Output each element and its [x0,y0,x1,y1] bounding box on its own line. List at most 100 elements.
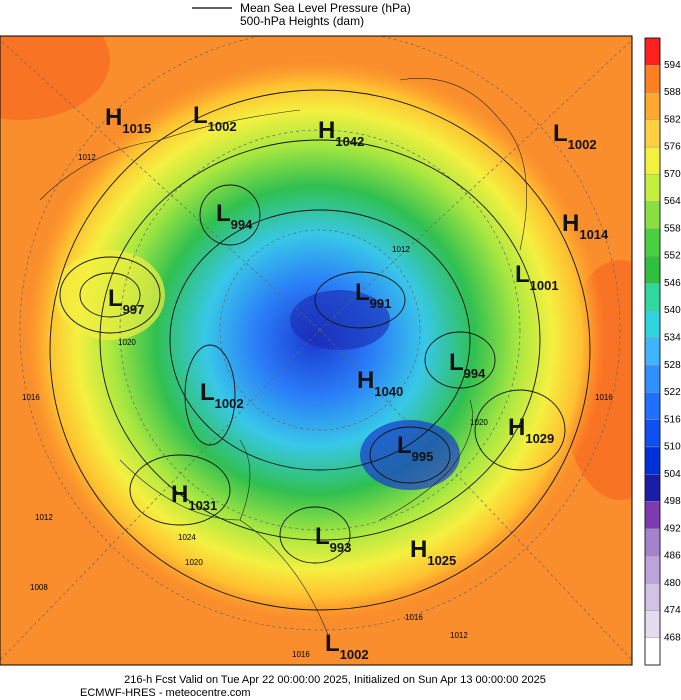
center-type: H [318,117,335,144]
center-type: H [357,367,374,394]
pressure-center: H1014 [562,210,609,242]
pressure-center: L1002 [325,630,369,662]
colorbar-swatch [644,446,661,475]
isobar-label: 1012 [78,153,96,162]
colorbar-swatch [644,228,661,257]
pressure-center: L994 [216,200,253,232]
center-value: 997 [123,302,145,317]
colorbar-swatch [644,92,661,120]
center-value: 991 [370,296,392,311]
colorbar-swatch [644,146,661,175]
isobar-label: 1012 [392,245,410,254]
legend-height: 500-hPa Heights (dam) [240,14,364,28]
pressure-center: L995 [397,432,433,464]
isobar-label: 1020 [470,418,488,427]
center-type: L [193,102,208,129]
pressure-center: L994 [449,349,486,381]
pressure-center: L1002 [200,379,244,411]
colorbar-label: 522 [664,387,681,398]
colorbar-swatch [644,65,661,93]
center-type: H [508,414,525,441]
colorbar-swatch [644,310,661,339]
center-value: 1015 [122,121,151,136]
colorbar-swatch [644,583,661,611]
colorbar-swatch [644,283,661,311]
center-type: L [355,279,370,306]
pressure-center: H1042 [318,117,364,149]
center-type: L [515,261,530,288]
colorbar-label: 474 [664,605,681,616]
footer-model: ECMWF-HRES - meteocentre.com [80,687,251,699]
isobar-label: 1016 [405,613,423,622]
colorbar-label: 546 [664,278,681,289]
pressure-center: L993 [315,523,351,555]
pressure-center: L1002 [193,102,237,134]
pressure-center: H1029 [508,414,554,446]
height-field [55,250,165,340]
colorbar-swatch [644,337,661,366]
colorbar-label: 516 [664,414,681,425]
colorbar-swatch [644,555,661,584]
center-value: 993 [330,540,352,555]
colorbar-swatch [644,473,661,502]
center-type: L [397,432,412,459]
footer-valid: 216-h Fcst Valid on Tue Apr 22 00:00:00 … [124,674,546,686]
center-type: H [562,210,579,237]
isobar-label: 1020 [185,558,203,567]
center-value: 994 [231,217,253,232]
colorbar-swatch [644,610,661,638]
colorbar-label: 498 [664,496,681,507]
center-type: L [216,200,231,227]
warm-region [0,36,110,120]
center-type: L [200,379,215,406]
height-field [360,420,460,490]
colorbar-label: 492 [664,523,681,534]
isobar-label: 1016 [292,650,310,659]
colorbar-label: 480 [664,578,681,589]
colorbar-label: 510 [664,442,681,453]
colorbar-label: 570 [664,169,681,180]
colorbar-swatch [644,201,661,230]
center-value: 1002 [208,119,237,134]
map-frame [0,35,633,666]
center-type: H [410,536,427,563]
isobar-label: 1016 [22,393,40,402]
pressure-center: L1001 [515,261,559,293]
center-value: 1025 [427,553,456,568]
center-value: 1014 [579,227,609,242]
center-type: H [171,481,188,508]
colorbar-label: 468 [664,632,681,643]
pressure-centers: H1015 L1002 H1042 L1002H1014L994L1001L997L9… [105,102,609,662]
center-value: 994 [464,366,486,381]
isobar-label: 1008 [30,583,48,592]
center-type: L [315,523,330,550]
center-type: L [553,120,568,147]
pressure-center: H1031 [171,481,217,513]
pressure-center: H1040 [357,367,403,399]
pressure-center: H1025 [410,536,456,568]
map-area: 1012 1020 1016 1012 1024 1020 1008 1016 1012 1016… [0,36,632,665]
colorbar-frame [644,37,661,666]
colorbar-label: 534 [664,333,681,344]
graticule [0,36,632,661]
colorbar-label: 528 [664,360,681,371]
colorbar-label: 540 [664,305,681,316]
colorbar-swatch [644,528,661,557]
center-type: H [105,104,122,131]
center-value: 1042 [335,134,364,149]
isobar-label: 1012 [35,513,53,522]
colorbar-label: 594 [664,60,681,71]
isobars [49,89,591,611]
isobar-label: 1012 [450,631,468,640]
pressure-center: L1002 [553,120,597,152]
colorbar-swatch [644,501,661,529]
colorbar-label: 564 [664,196,681,207]
colorbar-label: 588 [664,87,681,98]
center-type: L [325,630,340,657]
isobar-label: 1016 [595,393,613,402]
colorbar-label: 504 [664,469,681,480]
pressure-center: L997 [108,285,144,317]
center-type: L [449,349,464,376]
colorbar-label: 558 [664,223,681,234]
